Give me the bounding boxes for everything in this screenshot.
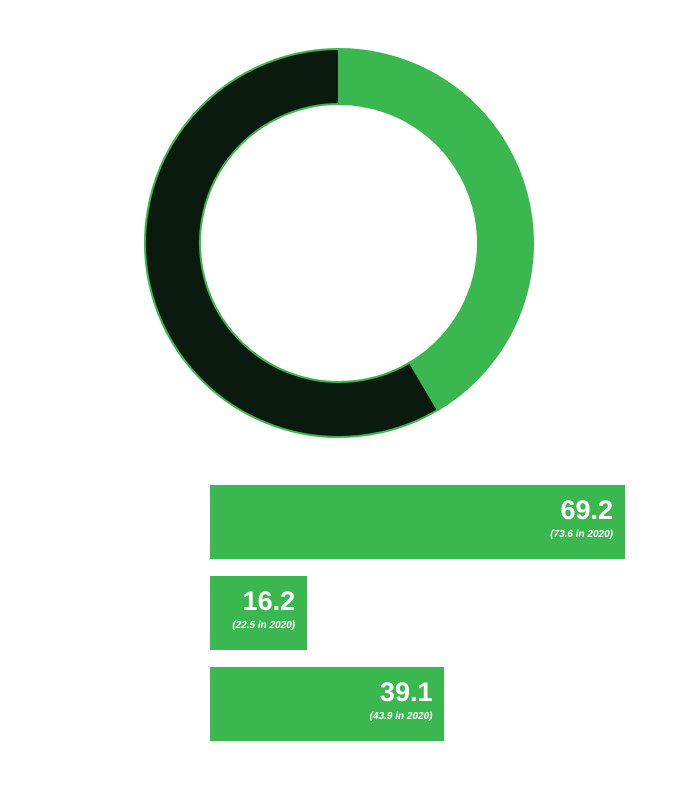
bar-3-2020-note: (43.9 in 2020) — [369, 711, 433, 722]
bar-1-2020-note: (73.6 in 2020) — [550, 529, 613, 540]
bar-2-value-label: 16.2 — [242, 586, 296, 616]
bar-2: 16.2 (22.5 in 2020) — [210, 576, 308, 650]
bar-3: 39.1 (43.9 in 2020) — [210, 667, 445, 741]
donut-slice-2 — [144, 47, 440, 438]
bar-2-2020-note: (22.5 in 2020) — [232, 620, 296, 631]
donut-slice-1 — [338, 47, 534, 412]
bar-1-value-label: 69.2 — [560, 495, 613, 525]
bar-3-value-label: 39.1 — [379, 677, 433, 707]
bar-1: 69.2 (73.6 in 2020) — [210, 485, 625, 559]
donut-chart — [144, 47, 534, 438]
